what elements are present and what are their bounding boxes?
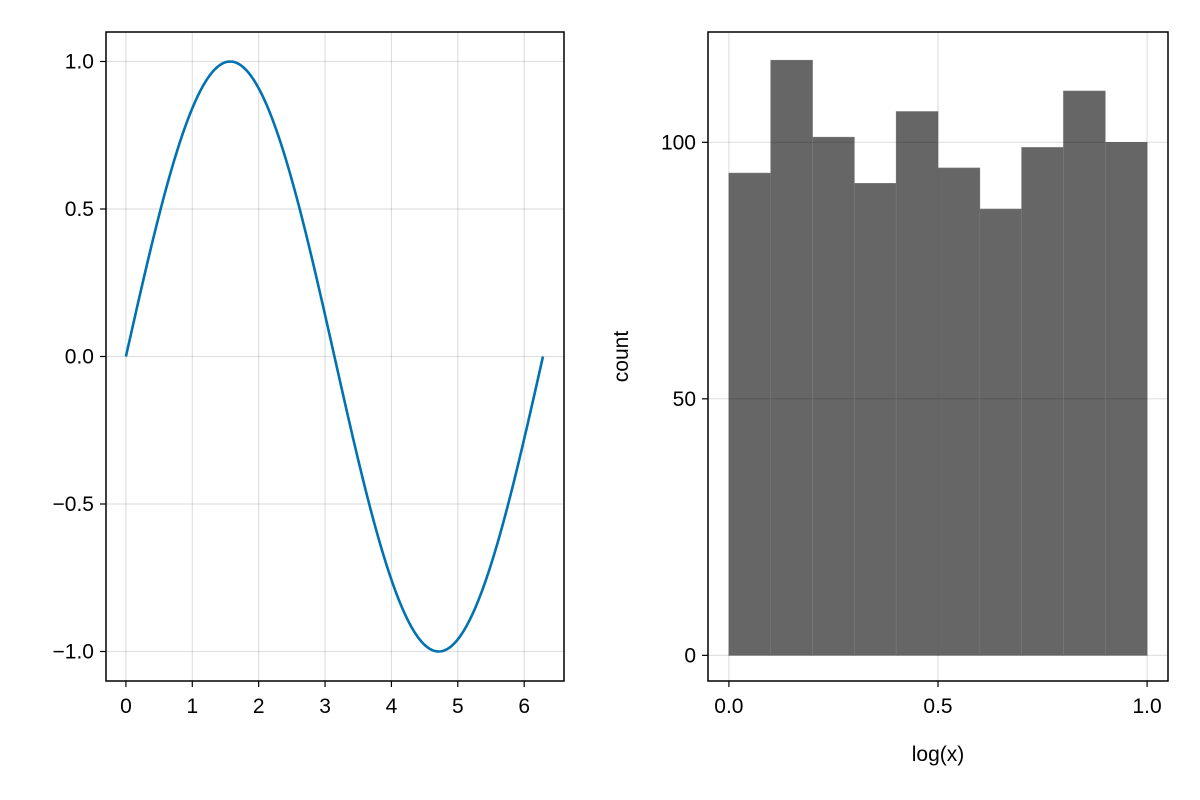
right-x-tick-label: 0.5 xyxy=(923,695,952,718)
histogram-bar xyxy=(937,167,981,656)
right-y-axis-label: count xyxy=(610,331,633,383)
sine-line xyxy=(124,60,545,653)
left-x-tick-label: 3 xyxy=(319,695,331,718)
histogram-plot: 0.0 0.5 1.0 0 50 100 log(x) count xyxy=(610,31,1169,766)
left-x-tick-label: 1 xyxy=(186,695,198,718)
histogram-bar xyxy=(1104,142,1148,656)
right-x-tick-label: 0.0 xyxy=(714,695,743,718)
histogram-bar xyxy=(979,208,1022,656)
left-x-tick-label: 4 xyxy=(386,695,398,718)
right-x-axis-label: log(x) xyxy=(912,743,965,766)
right-y-tick-label: 50 xyxy=(673,388,696,411)
left-x-tick-label: 5 xyxy=(452,695,464,718)
left-x-tick-label: 2 xyxy=(253,695,265,718)
histogram-bars xyxy=(728,59,1148,656)
histogram-bar xyxy=(728,172,772,656)
histogram-bar xyxy=(1063,90,1106,656)
left-y-tick-label: −0.5 xyxy=(53,493,94,516)
left-y-axis: −1.0 −0.5 0.0 0.5 1.0 xyxy=(53,51,106,664)
right-y-tick-label: 0 xyxy=(684,644,696,667)
right-x-axis: 0.0 0.5 1.0 xyxy=(714,681,1162,718)
sine-line-plot: 0 1 2 3 4 5 6 −1.0 −0.5 0.0 0.5 1.0 xyxy=(53,31,565,718)
left-y-tick-label: 1.0 xyxy=(65,51,94,74)
right-grid xyxy=(708,32,1168,681)
histogram-bar xyxy=(854,183,897,656)
histogram-bar xyxy=(812,136,855,656)
histogram-bar xyxy=(770,59,813,656)
histogram-bar xyxy=(1021,147,1064,656)
left-y-tick-label: 0.0 xyxy=(65,346,94,369)
right-y-axis: 0 50 100 xyxy=(661,131,708,667)
left-x-axis: 0 1 2 3 4 5 6 xyxy=(120,681,530,718)
left-x-tick-label: 6 xyxy=(518,695,530,718)
left-grid xyxy=(106,32,564,681)
left-x-tick-label: 0 xyxy=(120,695,132,718)
left-y-tick-label: 0.5 xyxy=(65,198,94,221)
left-y-tick-label: −1.0 xyxy=(53,641,94,664)
histogram-bar xyxy=(895,111,939,656)
right-y-tick-label: 100 xyxy=(661,131,696,154)
right-x-tick-label: 1.0 xyxy=(1132,695,1161,718)
sine-series xyxy=(124,60,545,653)
